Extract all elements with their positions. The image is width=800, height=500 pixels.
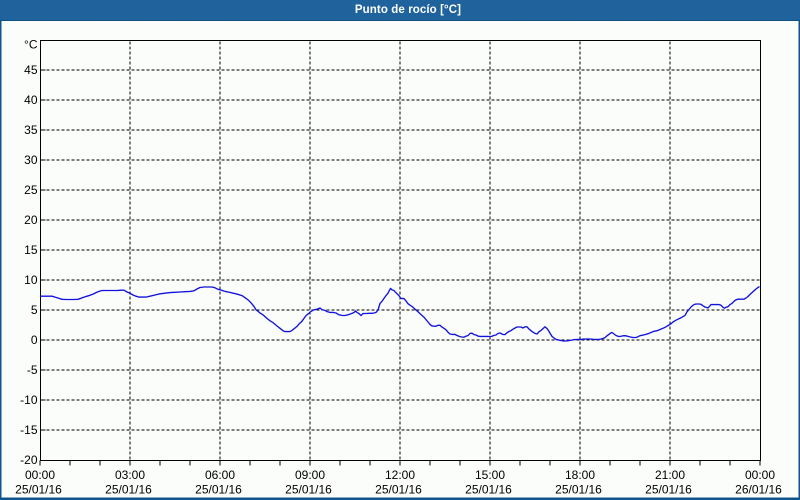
svg-text:09:00: 09:00 bbox=[295, 468, 325, 482]
svg-text:-15: -15 bbox=[20, 423, 38, 437]
svg-text:-10: -10 bbox=[20, 393, 38, 407]
svg-text:45: 45 bbox=[24, 63, 38, 77]
svg-text:00:00: 00:00 bbox=[745, 468, 775, 482]
svg-text:25/01/16: 25/01/16 bbox=[285, 483, 332, 497]
svg-text:20: 20 bbox=[24, 213, 38, 227]
svg-text:03:00: 03:00 bbox=[115, 468, 145, 482]
svg-text:21:00: 21:00 bbox=[655, 468, 685, 482]
svg-text:-5: -5 bbox=[27, 363, 38, 377]
svg-text:25/01/16: 25/01/16 bbox=[105, 483, 152, 497]
svg-text:25/01/16: 25/01/16 bbox=[555, 483, 602, 497]
svg-text:25/01/16: 25/01/16 bbox=[195, 483, 242, 497]
svg-text:35: 35 bbox=[24, 123, 38, 137]
svg-text:25/01/16: 25/01/16 bbox=[645, 483, 692, 497]
svg-text:30: 30 bbox=[24, 153, 38, 167]
svg-text:°C: °C bbox=[24, 38, 38, 52]
svg-text:06:00: 06:00 bbox=[205, 468, 235, 482]
svg-text:10: 10 bbox=[24, 273, 38, 287]
svg-text:25: 25 bbox=[24, 183, 38, 197]
svg-text:5: 5 bbox=[31, 303, 38, 317]
svg-text:25/01/16: 25/01/16 bbox=[465, 483, 512, 497]
svg-text:26/01/16: 26/01/16 bbox=[735, 483, 782, 497]
svg-text:-20: -20 bbox=[20, 453, 38, 467]
svg-text:25/01/16: 25/01/16 bbox=[15, 483, 62, 497]
svg-text:00:00: 00:00 bbox=[25, 468, 55, 482]
svg-text:25/01/16: 25/01/16 bbox=[375, 483, 422, 497]
svg-text:0: 0 bbox=[31, 333, 38, 347]
svg-text:15:00: 15:00 bbox=[475, 468, 505, 482]
svg-text:18:00: 18:00 bbox=[565, 468, 595, 482]
svg-text:15: 15 bbox=[24, 243, 38, 257]
svg-text:12:00: 12:00 bbox=[385, 468, 415, 482]
svg-text:40: 40 bbox=[24, 93, 38, 107]
